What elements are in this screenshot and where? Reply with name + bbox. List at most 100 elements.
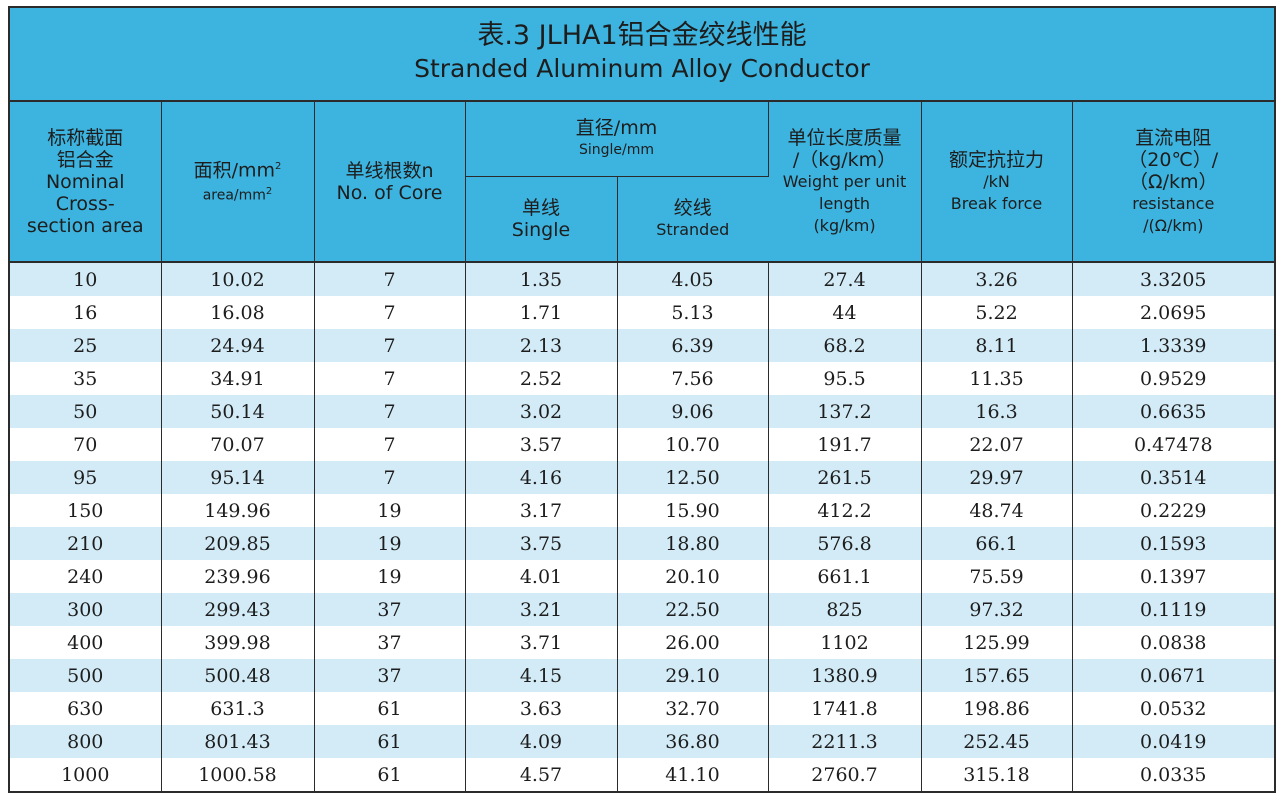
table-row: 210 209.85 19 3.75 18.80 576.8 66.1 0.1593 xyxy=(10,527,1274,560)
cell-area: 10.02 xyxy=(161,262,315,296)
cell-nominal-section: 300 xyxy=(10,593,162,626)
cell-break-force: 315.18 xyxy=(921,758,1073,791)
cell-break-force: 75.59 xyxy=(921,560,1073,593)
header-text: 面积/mm2 xyxy=(193,159,282,182)
conductor-spec-table: 标称截面 铝合金 Nominal Cross- section area 面积/… xyxy=(10,102,1274,791)
cell-resistance: 0.0335 xyxy=(1072,758,1274,791)
cell-resistance: 0.0532 xyxy=(1072,692,1274,725)
cell-weight: 2760.7 xyxy=(768,758,922,791)
cell-area: 1000.58 xyxy=(161,758,315,791)
cell-no-of-core: 7 xyxy=(314,428,466,461)
table-row: 10 10.02 7 1.35 4.05 27.4 3.26 3.3205 xyxy=(10,262,1274,296)
cell-single-diameter: 4.01 xyxy=(465,560,618,593)
cell-no-of-core: 7 xyxy=(314,329,466,362)
cell-resistance: 0.0838 xyxy=(1072,626,1274,659)
cell-single-diameter: 3.21 xyxy=(465,593,618,626)
cell-stranded-diameter: 10.70 xyxy=(617,428,769,461)
cell-stranded-diameter: 22.50 xyxy=(617,593,769,626)
cell-break-force: 11.35 xyxy=(921,362,1073,395)
cell-nominal-section: 240 xyxy=(10,560,162,593)
cell-no-of-core: 7 xyxy=(314,461,466,494)
cell-weight: 2211.3 xyxy=(768,725,922,758)
cell-break-force: 48.74 xyxy=(921,494,1073,527)
cell-single-diameter: 4.09 xyxy=(465,725,618,758)
cell-nominal-section: 16 xyxy=(10,296,162,329)
cell-area: 299.43 xyxy=(161,593,315,626)
cell-no-of-core: 19 xyxy=(314,494,466,527)
header-text: 额定抗拉力 xyxy=(949,148,1045,171)
cell-nominal-section: 800 xyxy=(10,725,162,758)
cell-nominal-section: 95 xyxy=(10,461,162,494)
cell-single-diameter: 3.17 xyxy=(465,494,618,527)
cell-area: 239.96 xyxy=(161,560,315,593)
cell-nominal-section: 50 xyxy=(10,395,162,428)
table-title-bar: 表.3 JLHA1铝合金绞线性能 Stranded Aluminum Alloy… xyxy=(10,8,1274,102)
cell-single-diameter: 1.71 xyxy=(465,296,618,329)
cell-stranded-diameter: 32.70 xyxy=(617,692,769,725)
cell-stranded-diameter: 41.10 xyxy=(617,758,769,791)
table-row: 500 500.48 37 4.15 29.10 1380.9 157.65 0.0671 xyxy=(10,659,1274,692)
cell-break-force: 125.99 xyxy=(921,626,1073,659)
cell-nominal-section: 400 xyxy=(10,626,162,659)
cell-no-of-core: 19 xyxy=(314,560,466,593)
cell-no-of-core: 37 xyxy=(314,626,466,659)
cell-nominal-section: 150 xyxy=(10,494,162,527)
cell-single-diameter: 2.52 xyxy=(465,362,618,395)
cell-weight: 95.5 xyxy=(768,362,922,395)
cell-weight: 576.8 xyxy=(768,527,922,560)
header-text: Stranded xyxy=(656,220,730,239)
cell-break-force: 29.97 xyxy=(921,461,1073,494)
cell-break-force: 97.32 xyxy=(921,593,1073,626)
header-text: 直径/mm xyxy=(575,117,658,139)
cell-resistance: 0.0671 xyxy=(1072,659,1274,692)
header-text: 单位长度质量 xyxy=(787,126,902,149)
cell-area: 16.08 xyxy=(161,296,315,329)
header-break-force: 额定抗拉力 /kN Break force xyxy=(921,102,1073,263)
cell-area: 50.14 xyxy=(161,395,315,428)
cell-no-of-core: 7 xyxy=(314,395,466,428)
cell-weight: 1380.9 xyxy=(768,659,922,692)
cell-weight: 137.2 xyxy=(768,395,922,428)
header-text: No. of Core xyxy=(336,181,443,204)
header-resistance: 直流电阻 （20℃）/ （Ω/km） resistance /(Ω/km) xyxy=(1072,102,1274,263)
cell-area: 631.3 xyxy=(161,692,315,725)
cell-nominal-section: 70 xyxy=(10,428,162,461)
cell-stranded-diameter: 26.00 xyxy=(617,626,769,659)
cell-nominal-section: 1000 xyxy=(10,758,162,791)
table-row: 400 399.98 37 3.71 26.00 1102 125.99 0.0838 xyxy=(10,626,1274,659)
table-row: 35 34.91 7 2.52 7.56 95.5 11.35 0.9529 xyxy=(10,362,1274,395)
cell-break-force: 3.26 xyxy=(921,262,1073,296)
header-text: Break force xyxy=(950,193,1043,213)
header-text: 单线 xyxy=(521,197,560,219)
cell-weight: 191.7 xyxy=(768,428,922,461)
header-text: Single/mm xyxy=(578,142,655,158)
header-text: 单线根数n xyxy=(345,159,434,182)
cell-weight: 825 xyxy=(768,593,922,626)
header-text: 绞线 xyxy=(673,197,712,219)
cell-resistance: 0.47478 xyxy=(1072,428,1274,461)
cell-stranded-diameter: 7.56 xyxy=(617,362,769,395)
cell-weight: 261.5 xyxy=(768,461,922,494)
cell-stranded-diameter: 12.50 xyxy=(617,461,769,494)
cell-single-diameter: 3.71 xyxy=(465,626,618,659)
cell-nominal-section: 10 xyxy=(10,262,162,296)
table-row: 25 24.94 7 2.13 6.39 68.2 8.11 1.3339 xyxy=(10,329,1274,362)
cell-single-diameter: 2.13 xyxy=(465,329,618,362)
cell-no-of-core: 7 xyxy=(314,296,466,329)
header-nominal-section: 标称截面 铝合金 Nominal Cross- section area xyxy=(10,102,162,263)
cell-area: 34.91 xyxy=(161,362,315,395)
cell-area: 24.94 xyxy=(161,329,315,362)
cell-nominal-section: 500 xyxy=(10,659,162,692)
cell-stranded-diameter: 36.80 xyxy=(617,725,769,758)
cell-stranded-diameter: 29.10 xyxy=(617,659,769,692)
table-row: 50 50.14 7 3.02 9.06 137.2 16.3 0.6635 xyxy=(10,395,1274,428)
cell-weight: 1741.8 xyxy=(768,692,922,725)
cell-resistance: 0.3514 xyxy=(1072,461,1274,494)
cell-stranded-diameter: 9.06 xyxy=(617,395,769,428)
cell-area: 70.07 xyxy=(161,428,315,461)
table-row: 630 631.3 61 3.63 32.70 1741.8 198.86 0.0532 xyxy=(10,692,1274,725)
cell-no-of-core: 7 xyxy=(314,262,466,296)
cell-resistance: 0.1397 xyxy=(1072,560,1274,593)
cell-no-of-core: 7 xyxy=(314,362,466,395)
table-row: 16 16.08 7 1.71 5.13 44 5.22 2.0695 xyxy=(10,296,1274,329)
